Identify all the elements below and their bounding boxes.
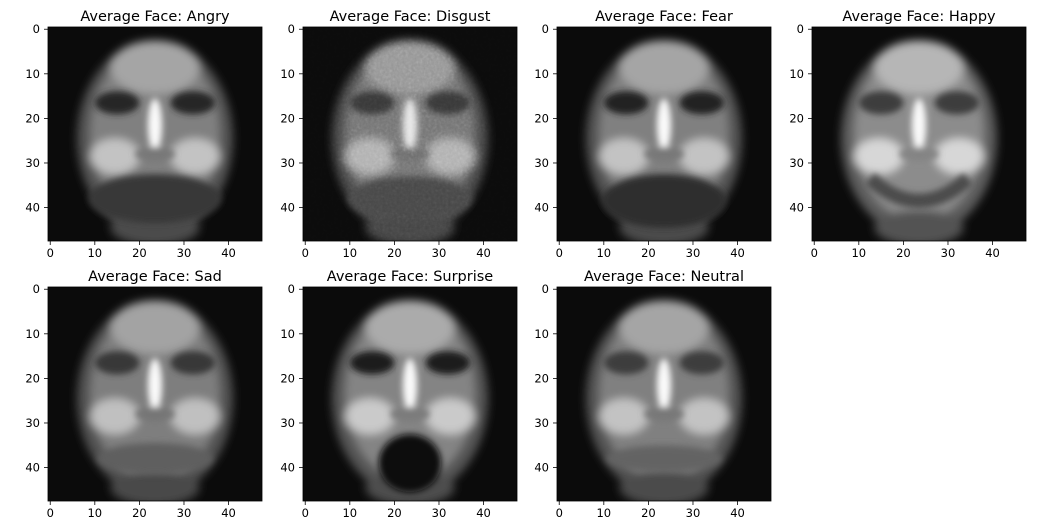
y-tick-label: 20 <box>280 111 295 125</box>
axes-frame <box>302 26 518 242</box>
panel-title: Average Face: Happy <box>842 9 996 25</box>
face-image <box>557 27 771 241</box>
y-tick-label: 10 <box>25 67 40 81</box>
x-tick-label: 10 <box>342 246 357 260</box>
panel-title: Average Face: Neutral <box>584 269 744 285</box>
panel-title: Average Face: Fear <box>595 9 733 25</box>
face-image <box>812 27 1026 241</box>
x-tick-label: 30 <box>432 246 447 260</box>
panel-title: Average Face: Sad <box>88 269 222 285</box>
x-tick-label: 10 <box>87 506 102 520</box>
face-image <box>48 27 262 241</box>
y-tick-label: 20 <box>789 111 804 125</box>
x-tick-label: 40 <box>476 506 491 520</box>
y-tick-label: 30 <box>534 156 549 170</box>
x-tick-label: 20 <box>132 246 147 260</box>
panel-happy: Average Face: Happy 0 10 20 30 40 0 10 20 30 40 <box>789 9 1027 260</box>
y-tick-label: 10 <box>534 67 549 81</box>
panel-sad: Average Face: Sad 0 10 20 30 40 0 10 20 30 40 <box>25 269 263 520</box>
face-image <box>557 287 771 501</box>
y-tick-label: 10 <box>534 327 549 341</box>
panel-neutral: Average Face: Neutral 0 10 20 30 40 0 10 20 30 40 <box>534 269 772 520</box>
x-tick-label: 30 <box>177 246 192 260</box>
y-tick-label: 10 <box>280 327 295 341</box>
axes-frame <box>556 26 772 242</box>
y-tick-label: 20 <box>280 371 295 385</box>
panel-fear: Average Face: Fear 0 10 20 30 40 0 10 20 30 40 <box>534 9 772 260</box>
y-tick-label: 0 <box>542 282 549 296</box>
x-tick-label: 0 <box>556 506 563 520</box>
y-tick-label: 0 <box>288 282 295 296</box>
y-tick-label: 0 <box>288 22 295 36</box>
y-tick-label: 40 <box>534 461 549 475</box>
y-tick-label: 30 <box>25 416 40 430</box>
y-tick-label: 30 <box>789 156 804 170</box>
x-tick-label: 10 <box>342 506 357 520</box>
axes-frame <box>811 26 1027 242</box>
x-tick-label: 10 <box>596 506 611 520</box>
face-image <box>303 287 517 501</box>
x-tick-label: 0 <box>47 246 54 260</box>
x-tick-label: 40 <box>730 246 745 260</box>
x-tick-label: 10 <box>87 246 102 260</box>
y-tick-label: 10 <box>789 67 804 81</box>
panel-angry: Average Face: Angry 0 10 20 30 40 0 10 20 30 40 <box>25 9 263 260</box>
x-tick-label: 30 <box>432 506 447 520</box>
face-image <box>48 287 262 501</box>
y-tick-label: 0 <box>33 282 40 296</box>
y-tick-label: 40 <box>280 201 295 215</box>
axes-frame <box>302 286 518 502</box>
y-tick-label: 40 <box>789 201 804 215</box>
panel-surprise: Average Face: Surprise 0 10 20 30 40 0 10 20 30 40 <box>280 269 518 520</box>
y-tick-label: 30 <box>25 156 40 170</box>
x-tick-label: 40 <box>221 506 236 520</box>
y-tick-label: 30 <box>534 416 549 430</box>
face-image <box>303 27 517 241</box>
panel-disgust: Average Face: Disgust 0 10 20 30 40 0 10 20 30 40 <box>280 9 518 260</box>
y-tick-label: 20 <box>534 371 549 385</box>
y-tick-label: 40 <box>280 461 295 475</box>
y-tick-label: 20 <box>534 111 549 125</box>
x-tick-label: 0 <box>556 246 563 260</box>
y-tick-label: 40 <box>25 201 40 215</box>
x-tick-label: 20 <box>387 246 402 260</box>
x-tick-label: 0 <box>302 246 309 260</box>
x-tick-label: 20 <box>387 506 402 520</box>
x-tick-label: 20 <box>896 246 911 260</box>
y-tick-label: 40 <box>534 201 549 215</box>
x-tick-label: 20 <box>641 246 656 260</box>
axes-frame <box>47 286 263 502</box>
x-tick-label: 30 <box>686 506 701 520</box>
y-tick-label: 20 <box>25 111 40 125</box>
x-tick-label: 20 <box>641 506 656 520</box>
y-tick-label: 0 <box>33 22 40 36</box>
x-tick-label: 30 <box>686 246 701 260</box>
panel-title: Average Face: Disgust <box>330 9 491 25</box>
panel-title: Average Face: Angry <box>80 9 230 25</box>
x-tick-label: 0 <box>811 246 818 260</box>
y-tick-label: 10 <box>25 327 40 341</box>
x-tick-label: 0 <box>47 506 54 520</box>
x-tick-label: 40 <box>985 246 1000 260</box>
axes-frame <box>47 26 263 242</box>
x-tick-label: 10 <box>851 246 866 260</box>
x-tick-label: 0 <box>302 506 309 520</box>
x-tick-label: 30 <box>941 246 956 260</box>
y-tick-label: 0 <box>542 22 549 36</box>
y-tick-label: 30 <box>280 156 295 170</box>
y-tick-label: 20 <box>25 371 40 385</box>
y-tick-label: 30 <box>280 416 295 430</box>
x-tick-label: 40 <box>730 506 745 520</box>
axes-frame <box>556 286 772 502</box>
x-tick-label: 40 <box>476 246 491 260</box>
y-tick-label: 40 <box>25 461 40 475</box>
y-tick-label: 0 <box>797 22 804 36</box>
panel-title: Average Face: Surprise <box>327 269 494 285</box>
x-tick-label: 30 <box>177 506 192 520</box>
y-tick-label: 10 <box>280 67 295 81</box>
x-tick-label: 20 <box>132 506 147 520</box>
x-tick-label: 40 <box>221 246 236 260</box>
x-tick-label: 10 <box>596 246 611 260</box>
